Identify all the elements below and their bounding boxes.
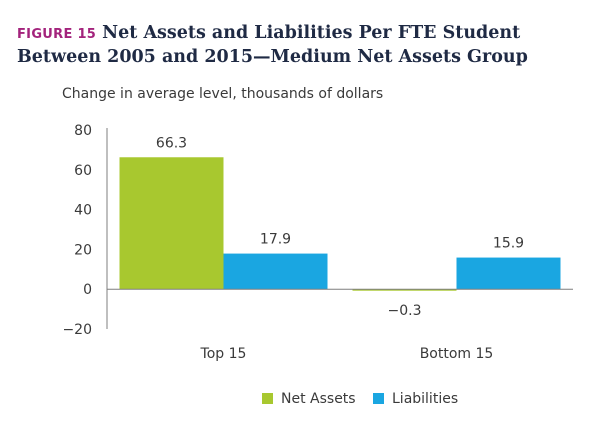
y-axis-label: Change in average level, thousands of do… xyxy=(62,86,383,102)
figure-label: FIGURE 15 xyxy=(17,27,97,42)
legend-swatch-liabilities xyxy=(373,393,384,404)
x-tick-label: Bottom 15 xyxy=(420,346,494,362)
bar-net-assets xyxy=(352,289,457,291)
bar-liabilities xyxy=(456,257,561,290)
title-line-1: FIGURE 15 Net Assets and Liabilities Per … xyxy=(17,22,592,46)
y-tick-label: 0 xyxy=(83,282,92,298)
y-tick-label: 60 xyxy=(74,163,92,179)
data-label: −0.3 xyxy=(388,303,422,319)
title-text-1: Net Assets and Liabilities Per FTE Stude… xyxy=(102,23,521,43)
bar-liabilities xyxy=(223,253,328,290)
y-tick-label: 40 xyxy=(74,203,92,219)
legend-label-net-assets: Net Assets xyxy=(281,391,356,407)
y-tick-label: 80 xyxy=(74,123,92,139)
title-line-2: Between 2005 and 2015—Medium Net Assets … xyxy=(17,47,528,67)
legend-swatch-net-assets xyxy=(262,393,273,404)
y-tick-label: 20 xyxy=(74,242,92,258)
chart-title: FIGURE 15 Net Assets and Liabilities Per … xyxy=(17,22,592,68)
legend-label-liabilities: Liabilities xyxy=(392,391,458,407)
y-tick-label: −20 xyxy=(62,322,92,338)
data-label: 17.9 xyxy=(260,232,291,248)
data-label: 15.9 xyxy=(493,236,524,252)
x-tick-label: Top 15 xyxy=(200,346,247,362)
data-label: 66.3 xyxy=(156,135,187,151)
bar-net-assets xyxy=(119,157,224,290)
